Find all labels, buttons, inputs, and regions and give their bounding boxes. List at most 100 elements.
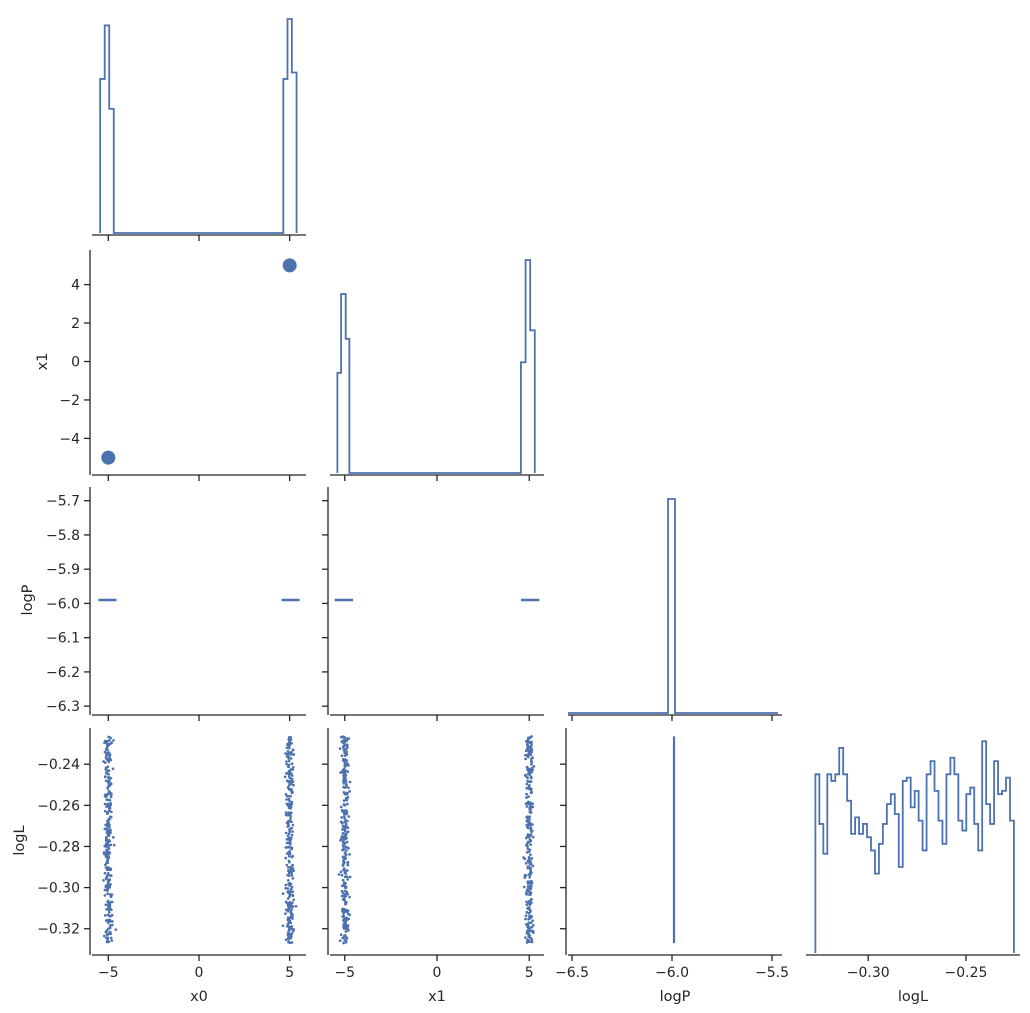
logL-x0-point xyxy=(284,886,288,890)
logL-yaxis-tick-label: −0.26 xyxy=(37,798,80,814)
logL-x1-point xyxy=(340,873,344,877)
logL-x1-point xyxy=(346,826,350,830)
logL-x0-point xyxy=(290,788,293,791)
logL-x1-point xyxy=(525,893,528,896)
logL-x0-point xyxy=(290,847,294,851)
logL-x0-point xyxy=(106,921,110,924)
logL-x0-point xyxy=(288,852,291,855)
logL-x1-point xyxy=(531,835,535,839)
logL-x1-point xyxy=(347,763,350,767)
logL-x1-point xyxy=(529,866,533,870)
logL-x0-point xyxy=(289,866,293,869)
logL-x1-point xyxy=(340,808,344,812)
logL-x0-point xyxy=(103,914,107,917)
logL-x1-point xyxy=(343,763,347,767)
logL-x0-point xyxy=(290,774,294,777)
logL-x0-point xyxy=(291,830,294,833)
logL-x1-point xyxy=(527,736,530,740)
logL-x1-point xyxy=(527,835,531,839)
logL-x1-point xyxy=(346,924,350,927)
logL-x0-point xyxy=(105,839,108,843)
x1-xaxis-tick-label: 0 xyxy=(433,965,442,981)
logL-x0-point xyxy=(106,927,110,931)
logL-x0-point xyxy=(111,836,115,839)
logL-x1-point xyxy=(344,769,347,772)
logL-x1-point xyxy=(526,845,529,848)
logL-x1-point xyxy=(348,790,351,793)
logL-x1-point xyxy=(527,795,530,798)
logL-x1-point xyxy=(524,936,527,939)
logL-x0-point xyxy=(291,876,295,880)
logL-x1-point xyxy=(338,939,342,943)
logL-x0-point xyxy=(105,929,109,933)
logL-x1-point xyxy=(524,802,528,805)
logL-x1-point xyxy=(527,802,530,806)
logL-x1-point xyxy=(525,805,529,808)
logL-x1-point xyxy=(528,903,532,906)
logL-x1-point xyxy=(529,853,532,857)
hist-x0 xyxy=(99,18,298,234)
logL-x1-point xyxy=(528,891,532,895)
logL-x0-point xyxy=(288,919,292,922)
logL-x1-point xyxy=(524,757,527,761)
logL-x1-point xyxy=(340,770,343,774)
logL-x1-point xyxy=(342,927,346,930)
logL-x0-point xyxy=(285,798,288,801)
logL-x1-point xyxy=(343,918,347,922)
logL-x1-point xyxy=(529,822,532,825)
logL-x1-point xyxy=(342,811,346,815)
logL-x0-point xyxy=(106,787,109,790)
logL-x1-point xyxy=(342,799,346,803)
logP-yaxis-tick-label: −6.2 xyxy=(46,665,80,681)
logL-x0-point xyxy=(287,744,291,748)
logL-x1-point xyxy=(344,744,348,747)
logL-x0-point xyxy=(291,823,295,827)
logL-x0-point xyxy=(285,771,289,775)
logL-x1-point xyxy=(527,885,531,889)
logL-x1-point xyxy=(345,936,349,939)
logL-x0-point xyxy=(108,739,111,742)
logL-x1-point xyxy=(528,805,532,809)
logL-x0-point xyxy=(289,753,293,756)
logL-x1-point xyxy=(342,803,346,806)
logL-x1-point xyxy=(527,752,531,755)
x1-yaxis-tick-label: −4 xyxy=(59,431,80,447)
logL-x0-point xyxy=(109,828,112,832)
logL-x1-point xyxy=(346,892,350,896)
logL-x1-point xyxy=(344,871,347,875)
logL-x1-point xyxy=(347,815,351,818)
logL-x1-point xyxy=(341,758,345,762)
logL-x1-point xyxy=(530,763,533,766)
logL-x1-point xyxy=(529,811,533,814)
logL-x0-point xyxy=(104,876,108,880)
logL-x0-point xyxy=(105,933,109,937)
logL-x1-point xyxy=(348,853,351,856)
logL-x1-point xyxy=(525,823,528,827)
logL-x1-point xyxy=(345,875,349,879)
logL-x0-point xyxy=(287,845,291,849)
logL-x1-point xyxy=(529,791,533,795)
logL-x0-point xyxy=(110,893,114,896)
x0-xaxis-tick-label: 0 xyxy=(195,965,204,981)
logL-x1-point xyxy=(530,829,534,832)
logL-x0-point xyxy=(289,807,292,810)
logL-x0-point xyxy=(287,824,290,828)
logL-x0-point xyxy=(291,768,295,771)
logL-x1-point xyxy=(347,847,350,850)
logL-x0-point xyxy=(107,847,111,851)
logP-yaxis-tick-label: −6.0 xyxy=(46,596,80,612)
logL-x1-point xyxy=(342,815,346,818)
logL-x1-point xyxy=(525,900,528,904)
logL-x1-point xyxy=(530,940,534,944)
logL-x0-point xyxy=(108,752,111,756)
logL-x1-point xyxy=(525,815,529,819)
logL-x1-point xyxy=(529,776,533,780)
logL-x0-point xyxy=(114,928,118,931)
logL-x1-point xyxy=(343,829,347,833)
logL-x0-point xyxy=(107,772,110,776)
logL-x0-point xyxy=(107,798,111,802)
logL-x0-point xyxy=(291,917,294,920)
logL-x0-point xyxy=(289,736,293,739)
logL-x1-point xyxy=(343,933,347,937)
logL-x0-point xyxy=(289,811,293,815)
